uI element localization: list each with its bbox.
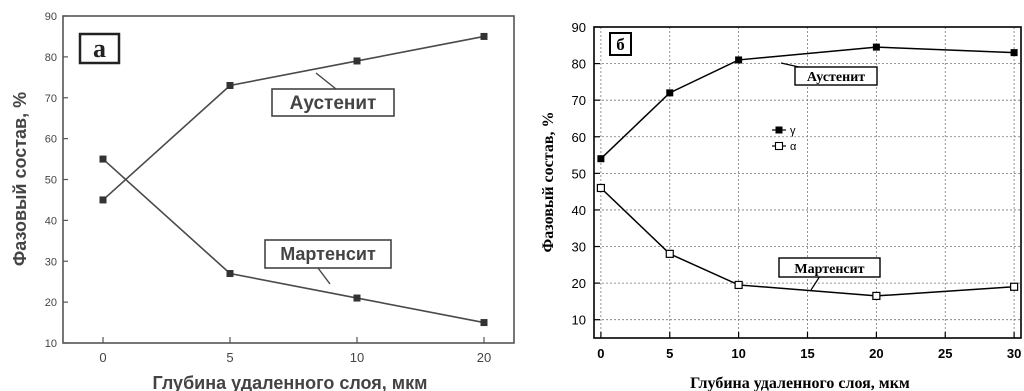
- y-tick-label-b: 70: [572, 93, 586, 108]
- legend-marker-alpha: [774, 141, 784, 151]
- data-point-a: [353, 294, 361, 302]
- x-tick-label-a: 0: [99, 350, 106, 365]
- data-point-b: [665, 249, 674, 258]
- x-tick-label-b: 10: [731, 346, 745, 361]
- callout-box-martensite-b: [778, 257, 881, 278]
- y-tick-label-a: 70: [45, 93, 57, 105]
- data-point-b: [1010, 282, 1019, 291]
- panel-label-a: а: [93, 34, 106, 63]
- data-point-b: [666, 89, 674, 97]
- x-tick-label-b: 20: [869, 346, 883, 361]
- data-point-a: [480, 319, 488, 327]
- panel-label-box-a: [78, 32, 121, 65]
- x-tick-label-a: 10: [350, 350, 364, 365]
- y-tick-label-a: 90: [45, 11, 57, 23]
- callout-label-austenite-b: Аустенит: [807, 70, 865, 85]
- data-point-b: [734, 280, 743, 290]
- y-tick-label-a: 40: [45, 215, 57, 227]
- callout-leader-austenite-a: [315, 72, 337, 90]
- panel-label-b: б: [616, 35, 625, 54]
- data-point-b: [597, 155, 605, 163]
- callout-box-martensite-a: [264, 239, 392, 269]
- panel-label-box-b: [609, 32, 632, 56]
- y-tick-label-a: 10: [45, 338, 57, 350]
- callout-label-martensite-a: Мартенсит: [280, 244, 376, 264]
- data-point-a: [480, 32, 488, 40]
- x-axis-title-a: Глубина удаленного слоя, мкм: [153, 373, 428, 391]
- series-line-austenite-a: [102, 35, 485, 201]
- callout-label-martensite-b: Мартенсит: [794, 262, 864, 277]
- legend-marker-gamma: [775, 126, 783, 134]
- data-point-b: [596, 183, 605, 193]
- y-tick-label-a: 60: [45, 134, 57, 146]
- y-tick-label-b: 40: [572, 203, 586, 218]
- legend-label-alpha: α: [790, 141, 797, 153]
- y-tick-label-a: 20: [45, 297, 57, 309]
- y-tick-label-b: 30: [572, 240, 586, 255]
- data-point-b: [1010, 49, 1018, 57]
- y-tick-label-a: 50: [45, 175, 57, 187]
- callout-leader-martensite-b: [810, 275, 821, 291]
- y-tick-label-b: 50: [572, 166, 586, 181]
- y-tick-label-a: 30: [45, 256, 57, 268]
- callout-box-austenite-a: [271, 88, 395, 117]
- x-tick-label-a: 5: [226, 350, 233, 365]
- data-point-a: [226, 270, 234, 278]
- data-point-a: [99, 155, 107, 163]
- x-tick-label-b: 30: [1007, 346, 1021, 361]
- panel-b: 10 20 30 40 50 60 70 80 90 0 5 10 15 20 25 30 Аустенит Ма…: [540, 20, 1022, 391]
- y-tick-label-b: 20: [572, 276, 586, 291]
- data-point-a: [226, 81, 234, 89]
- data-point-b: [872, 43, 880, 51]
- panel-a: 10 20 30 40 50 60 70 80 90 0 5 10 20 Аустенит Мартенси…: [10, 11, 515, 391]
- data-point-b: [872, 291, 881, 301]
- y-axis-title-a: Фазовый состав, %: [10, 92, 30, 266]
- x-tick-label-b: 15: [800, 346, 814, 361]
- y-tick-label-b: 80: [572, 57, 586, 72]
- callout-box-austenite-b: [794, 66, 878, 86]
- callout-label-austenite-a: Аустенит: [290, 93, 377, 114]
- x-axis-title-b: Глубина удаленного слоя, мкм: [690, 375, 910, 391]
- y-tick-label-a: 80: [45, 52, 57, 64]
- plot-frame-a: [62, 15, 515, 344]
- legend-label-gamma: γ: [790, 125, 796, 137]
- data-point-a: [99, 196, 107, 204]
- y-tick-label-b: 60: [572, 130, 586, 145]
- y-tick-label-b: 10: [572, 313, 586, 328]
- data-point-a: [353, 57, 361, 65]
- x-tick-label-b: 25: [938, 346, 952, 361]
- x-tick-label-b: 0: [597, 346, 604, 361]
- x-tick-label-b: 5: [666, 346, 673, 361]
- x-tick-label-a: 20: [477, 350, 491, 365]
- y-axis-title-b: Фазовый состав, %: [540, 112, 557, 253]
- callout-leader-martensite-a: [317, 267, 331, 285]
- y-tick-label-b: 90: [572, 20, 586, 35]
- series-line-martensite-a: [102, 158, 485, 324]
- plot-frame-b: [593, 26, 1022, 339]
- data-point-b: [735, 56, 743, 64]
